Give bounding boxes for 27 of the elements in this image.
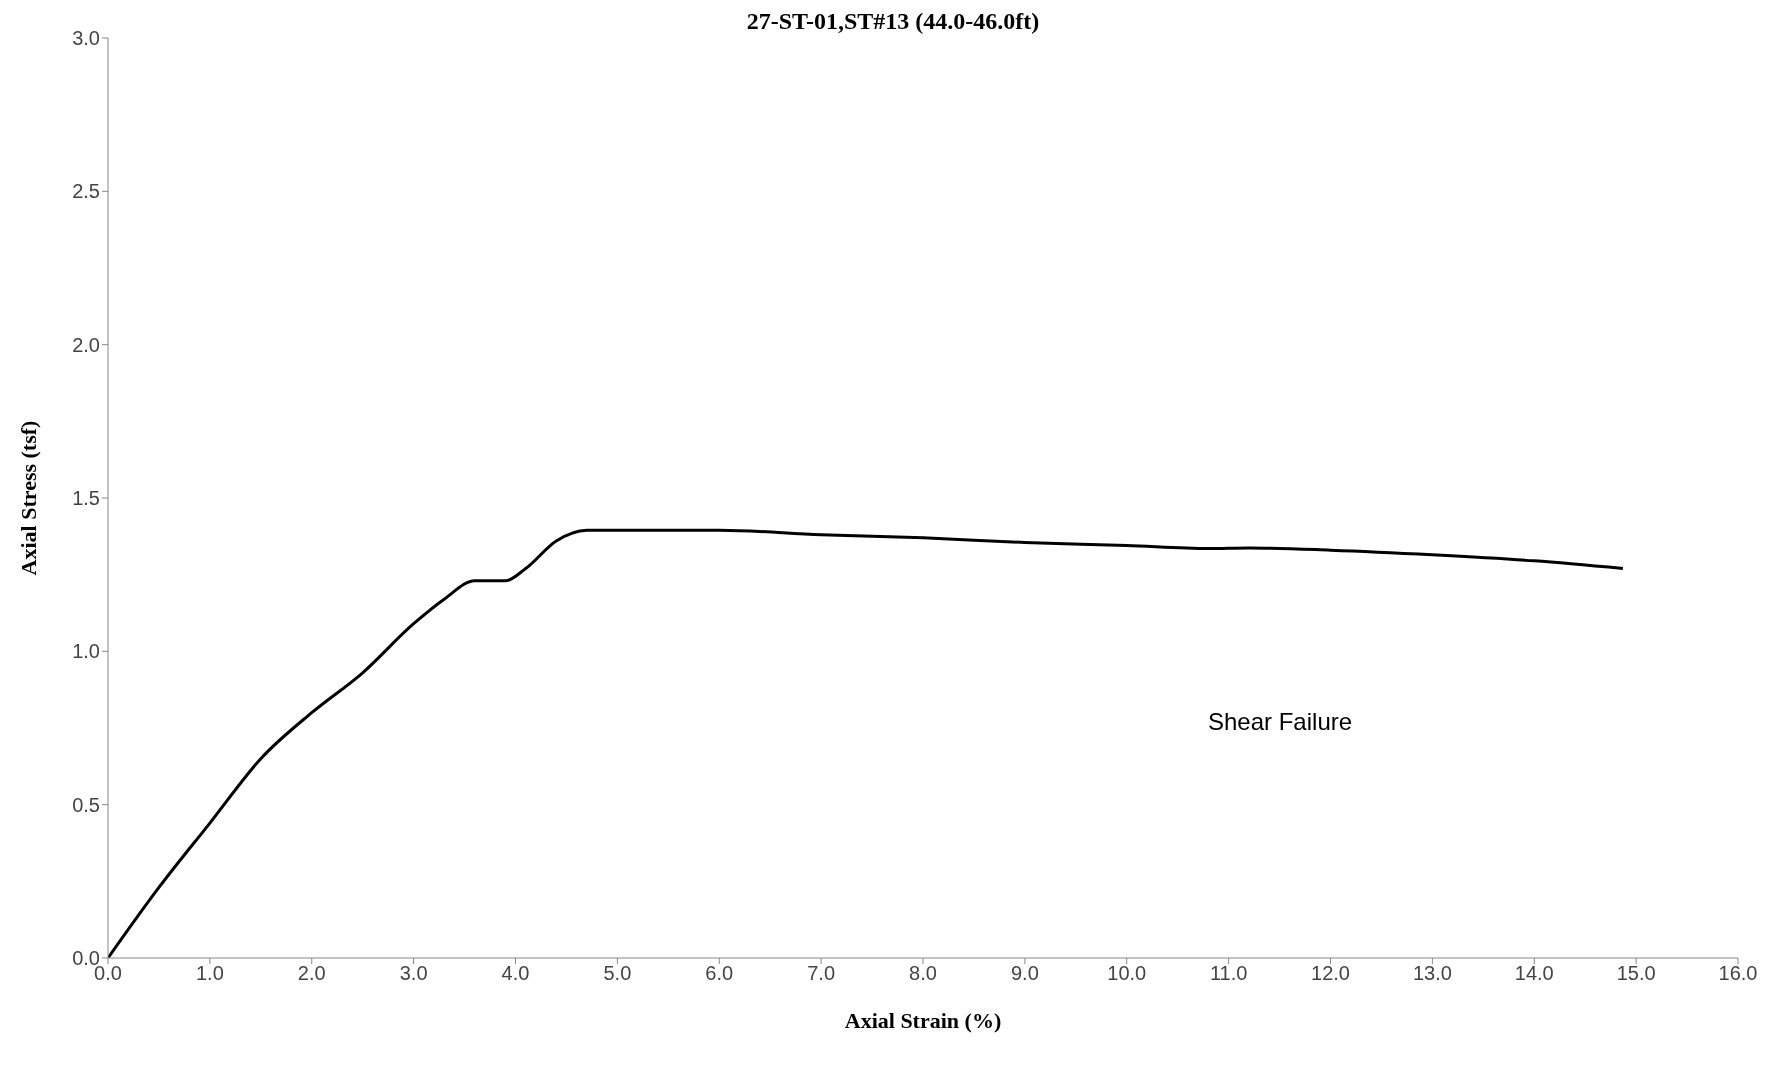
x-tick-label: 11.0 <box>1209 962 1248 985</box>
x-tick-label: 15.0 <box>1616 962 1656 985</box>
x-tick-label: 12.0 <box>1311 962 1350 985</box>
x-tick-label: 8.0 <box>909 962 937 985</box>
x-tick-label: 3.0 <box>399 962 428 985</box>
line-series <box>108 528 1625 958</box>
x-tick-label: 9.0 <box>1010 962 1039 985</box>
y-tick-label: 1.5 <box>72 487 100 510</box>
x-tick-label: 7.0 <box>807 962 836 985</box>
y-axis-title: Axial Stress (tsf) <box>15 420 41 576</box>
x-tick-label: 14.0 <box>1514 962 1554 985</box>
y-tick-label: 2.5 <box>72 180 100 203</box>
x-tick-label: 6.0 <box>705 962 734 985</box>
x-axis-title: Axial Strain (%) <box>844 1008 1002 1033</box>
y-tick-label: 3.0 <box>72 27 100 50</box>
x-tick-label: 13.0 <box>1412 962 1452 985</box>
y-tick-label: 1.0 <box>72 640 100 663</box>
x-tick-label: 2.0 <box>297 962 326 985</box>
chart-title: 27-ST-01,ST#13 (44.0-46.0ft) <box>746 8 1040 34</box>
annotation: Shear Failure <box>1208 708 1353 736</box>
y-tick-label: 2.0 <box>72 333 100 356</box>
y-tick-label: 0.5 <box>72 793 100 816</box>
x-tick-label: 10.0 <box>1107 962 1147 985</box>
x-tick-label: 1.0 <box>195 962 224 985</box>
x-tick-label: 16.0 <box>1718 962 1758 985</box>
x-tick-label: 5.0 <box>603 962 632 985</box>
x-tick-label: 4.0 <box>501 962 530 985</box>
